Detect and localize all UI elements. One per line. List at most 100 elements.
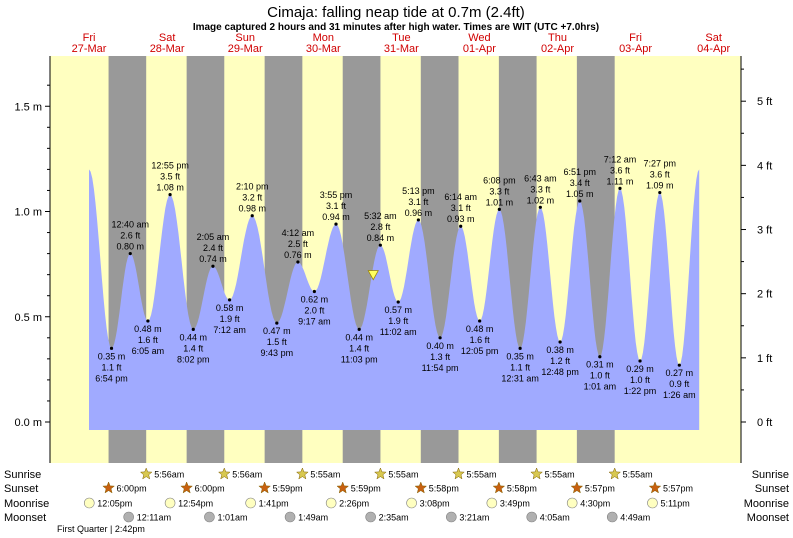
tide-m: 0.48 m (134, 324, 162, 334)
moonset-icon (606, 511, 618, 523)
moonset-row-label: Moonset (4, 512, 46, 524)
sunrise-time: 5:56am (154, 470, 184, 480)
sunset-row-label-right: Sunset (755, 483, 789, 495)
day-name: Fri (83, 32, 96, 44)
tide-time: 6:08 pm (483, 175, 516, 185)
sunrise-icon (452, 467, 465, 480)
tide-curve (89, 169, 700, 430)
tide-ft: 3.3 ft (489, 186, 510, 196)
tide-m: 1.02 m (527, 195, 555, 205)
moonrise-icon (83, 497, 95, 509)
moonrise-icon (325, 497, 337, 509)
moonrise-time: 3:08pm (420, 499, 450, 509)
tide-point (357, 327, 361, 331)
tide-point (211, 264, 215, 268)
tide-ft: 3.1 ft (408, 197, 429, 207)
sunset-icon (492, 481, 506, 494)
moonrise-icon (566, 497, 578, 509)
moonrise-row-label-right: Moonrise (744, 498, 789, 510)
moonset-time: 4:49am (620, 513, 650, 523)
tide-point (538, 205, 542, 209)
tide-ft: 2.5 ft (288, 239, 309, 249)
moonrise-time: 3:49pm (500, 499, 530, 509)
sunrise-icon (139, 467, 153, 480)
sunset-time: 6:00pm (195, 484, 225, 494)
tide-ft: 3.2 ft (242, 193, 263, 203)
sunrise-time: 5:56am (232, 470, 262, 480)
tide-m: 0.98 m (238, 204, 266, 214)
day-name: Sat (159, 32, 176, 44)
moonrise-time: 2:26pm (339, 499, 369, 509)
tide-point (658, 190, 662, 195)
tide-time: 2:10 pm (236, 182, 269, 192)
sunrise-row-label: Sunrise (4, 469, 41, 481)
tide-ft: 1.3 ft (430, 352, 451, 362)
sunset-icon (102, 481, 115, 494)
tide-m: 0.35 m (506, 351, 534, 361)
tide-time: 5:13 pm (402, 186, 435, 196)
day-name: Sat (705, 32, 722, 44)
sunrise-time: 5:55am (467, 470, 497, 480)
tide-time: 11:02 am (380, 327, 417, 337)
tide-m: 1.08 m (156, 183, 184, 193)
tide-ft: 1.4 ft (349, 343, 370, 353)
day-labels: Fri27-MarSat28-MarSun29-MarMon30-MarTue3… (72, 32, 731, 55)
tide-time: 8:02 pm (177, 354, 210, 364)
day-name: Fri (629, 32, 642, 44)
tide-time: 6:43 am (524, 173, 557, 183)
sunset-time: 5:59pm (273, 484, 303, 494)
moonset-time: 1:49am (298, 513, 328, 523)
tide-time: 5:32 am (364, 211, 397, 221)
tide-m: 1.05 m (566, 189, 594, 199)
tide-time: 1:26 am (663, 390, 696, 400)
sunrise-icon (608, 467, 622, 480)
tide-point (438, 336, 442, 340)
tide-ft: 2.6 ft (120, 231, 141, 241)
tide-point (416, 218, 420, 222)
moonset-time: 4:05am (540, 513, 570, 523)
sunset-icon (180, 481, 193, 494)
tide-time: 12:55 pm (151, 161, 189, 171)
sunset-time: 5:57pm (663, 484, 693, 494)
sunset-time: 6:00pm (117, 484, 147, 494)
day-date: 01-Apr (463, 43, 496, 55)
sunrise-time: 5:55am (545, 470, 575, 480)
tide-m: 0.80 m (117, 242, 145, 252)
tide-time: 12:40 am (111, 220, 149, 230)
right-tick-label: 2 ft (757, 289, 772, 301)
tide-time: 6:05 am (132, 346, 165, 356)
day-name: Mon (313, 32, 334, 44)
tide-ft: 3.4 ft (570, 178, 591, 188)
tide-ft: 3.6 ft (610, 165, 631, 175)
tide-time: 6:14 am (444, 192, 477, 202)
day-date: 03-Apr (619, 43, 652, 55)
sunset-time: 5:59pm (351, 484, 381, 494)
tide-ft: 1.6 ft (138, 335, 159, 345)
tide-ft: 1.0 ft (630, 375, 651, 385)
day-name: Sun (235, 32, 255, 44)
tide-point (396, 300, 400, 304)
moonset-icon (123, 511, 135, 523)
tide-ft: 2.4 ft (203, 243, 224, 253)
tide-point (638, 359, 642, 363)
moonrise-time: 12:05pm (97, 499, 132, 509)
right-tick-label: 1 ft (757, 353, 772, 365)
sunrise-row-label-right: Sunrise (752, 469, 789, 481)
sunset-icon (414, 481, 428, 494)
current-level-marker (367, 270, 379, 281)
day-name: Thu (548, 32, 567, 44)
tide-point (275, 321, 279, 325)
moonset-icon (446, 511, 457, 523)
moonset-time: 1:01am (217, 513, 247, 523)
sunrise-icon (295, 467, 309, 480)
tide-point (109, 346, 114, 350)
day-date: 30-Mar (306, 43, 341, 55)
tide-m: 0.40 m (426, 341, 454, 351)
tide-point (168, 193, 172, 197)
sunset-time: 5:58pm (429, 484, 459, 494)
tide-m: 0.29 m (626, 364, 654, 374)
chart-subtitle: Image captured 2 hours and 31 minutes af… (193, 22, 599, 33)
moonrise-icon (486, 497, 498, 509)
day-date: 28-Mar (150, 43, 185, 55)
